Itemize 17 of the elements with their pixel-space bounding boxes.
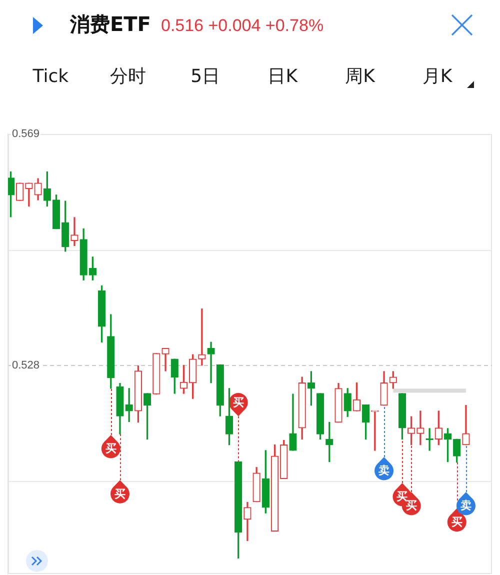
- y-tick-label: 0.528: [12, 359, 40, 372]
- text: 5日: [190, 65, 222, 89]
- data-label: 买: [396, 490, 408, 504]
- text: 分时: [108, 65, 147, 89]
- chart-subtitle: 0.516 +0.004 +0.78%: [160, 16, 324, 36]
- data-label: 买: [451, 515, 462, 528]
- text: Tick: [32, 65, 70, 89]
- chart-title: 消费ETF: [70, 11, 151, 38]
- data-label: 卖: [378, 464, 390, 478]
- data-label: 买: [232, 396, 244, 409]
- data-label: 买: [114, 487, 126, 500]
- data-label: 买: [406, 499, 417, 512]
- data-label: 买: [105, 442, 116, 456]
- text: 月K: [421, 65, 454, 89]
- text: 日K: [266, 65, 299, 89]
- text: 周K: [344, 65, 376, 89]
- y-tick-label: 0.569: [12, 128, 40, 140]
